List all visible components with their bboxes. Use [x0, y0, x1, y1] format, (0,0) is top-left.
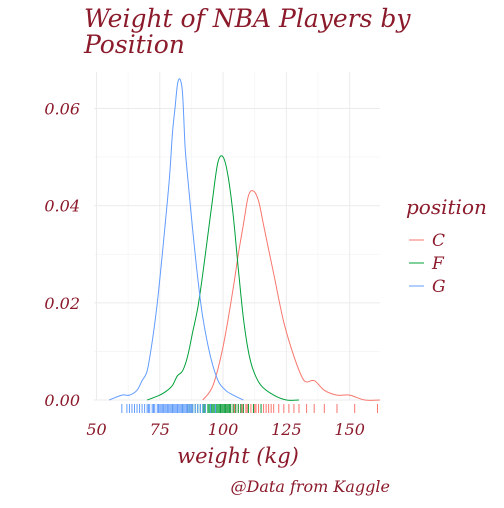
x-tick-label: 125 — [271, 420, 302, 439]
y-tick-label: 0.06 — [44, 99, 80, 118]
legend-label-g: G — [432, 277, 446, 297]
x-tick-label: 150 — [334, 420, 365, 439]
legend-label-c: C — [432, 231, 445, 251]
density-curves — [109, 78, 381, 401]
density-line-f — [147, 155, 300, 401]
legend-label-f: F — [431, 254, 445, 274]
x-tick-label: 50 — [86, 420, 106, 439]
y-tick-label: 0.00 — [44, 391, 80, 410]
rug-marks — [121, 404, 378, 413]
chart-caption: @Data from Kaggle — [231, 477, 390, 496]
grid — [94, 72, 380, 401]
legend: position CFG — [406, 195, 487, 297]
axis-labels: 50 75 100 125 150 0.00 0.02 0.04 0.06 — [44, 99, 365, 439]
chart-title: Weight of NBA Players by Position — [83, 4, 411, 59]
legend-title: position — [406, 195, 487, 219]
x-tick-label: 100 — [208, 420, 239, 439]
chart-title-line-2: Position — [83, 30, 185, 59]
y-tick-label: 0.04 — [44, 197, 80, 216]
density-line-c — [202, 190, 381, 401]
chart-title-line-1: Weight of NBA Players by — [84, 4, 411, 33]
x-axis-title: weight (kg) — [177, 444, 299, 468]
y-tick-label: 0.02 — [44, 294, 80, 313]
density-line-g — [109, 78, 244, 401]
x-tick-label: 75 — [150, 420, 170, 439]
